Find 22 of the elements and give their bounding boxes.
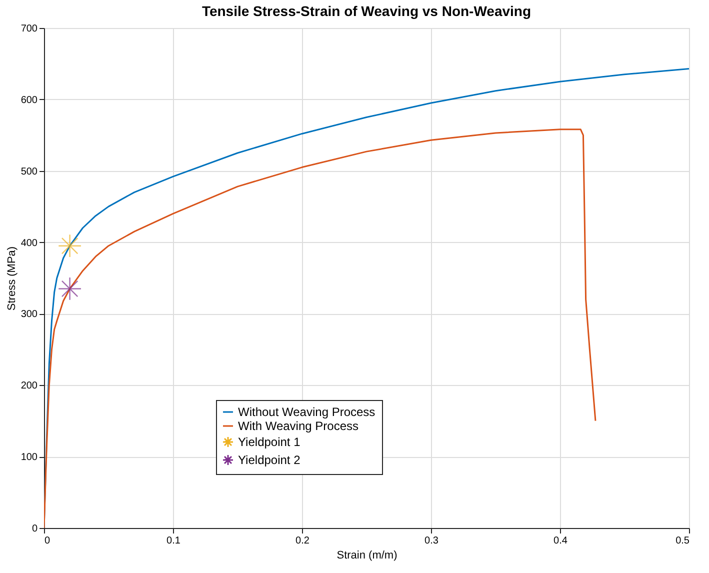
y-axis-title: Stress (MPa) bbox=[6, 246, 18, 311]
y-tick-label: 100 bbox=[20, 452, 38, 464]
y-tick-label: 200 bbox=[20, 380, 38, 392]
y-tick-label: 700 bbox=[20, 24, 38, 34]
y-tick-label: 0 bbox=[32, 524, 38, 534]
x-axis-title: Strain (m/m) bbox=[336, 550, 398, 562]
y-tick-label: 500 bbox=[20, 166, 38, 178]
legend-label: Yieldpoint 2 bbox=[238, 453, 301, 467]
x-tick-label: 0.2 bbox=[296, 536, 310, 546]
legend-label: Without Weaving Process bbox=[238, 405, 376, 419]
line-series bbox=[44, 128, 596, 528]
chart-title: Tensile Stress-Strain of Weaving vs Non-Weaving bbox=[202, 3, 532, 19]
y-tick-label: 400 bbox=[20, 238, 38, 249]
y-tick-label: 300 bbox=[20, 309, 38, 320]
x-tick-label: 0.3 bbox=[424, 536, 439, 546]
y-tick-label: 600 bbox=[20, 94, 38, 106]
legend-label: Yieldpoint 1 bbox=[238, 435, 301, 449]
x-tick-label: 0.4 bbox=[554, 536, 568, 546]
x-tick-label: 0.5 bbox=[676, 536, 690, 546]
x-tick-label: 0 bbox=[44, 536, 50, 546]
x-tick-label: 0.1 bbox=[166, 536, 181, 546]
legend-label: With Weaving Process bbox=[238, 419, 358, 433]
